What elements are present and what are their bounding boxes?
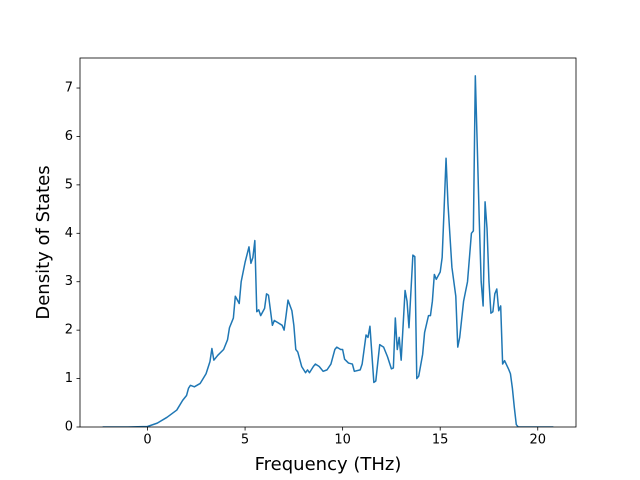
x-axis-label: Frequency (THz) (255, 454, 402, 475)
x-tick-label: 0 (143, 433, 151, 448)
y-tick-label: 4 (65, 226, 73, 241)
data-line (102, 75, 554, 427)
y-tick-label: 1 (65, 371, 73, 386)
x-tick-label: 5 (241, 433, 249, 448)
plot-frame (79, 57, 577, 428)
x-tick-label: 15 (432, 433, 449, 448)
y-tick-label: 7 (65, 81, 73, 96)
y-tick-label: 3 (65, 274, 73, 289)
y-axis-label: Density of States (33, 165, 54, 319)
y-tick-label: 0 (65, 420, 73, 435)
x-tick-label: 20 (529, 433, 546, 448)
y-tick-label: 6 (65, 129, 73, 144)
x-tick-label: 10 (334, 433, 351, 448)
y-tick-label: 2 (65, 323, 73, 338)
y-tick-label: 5 (65, 177, 73, 192)
